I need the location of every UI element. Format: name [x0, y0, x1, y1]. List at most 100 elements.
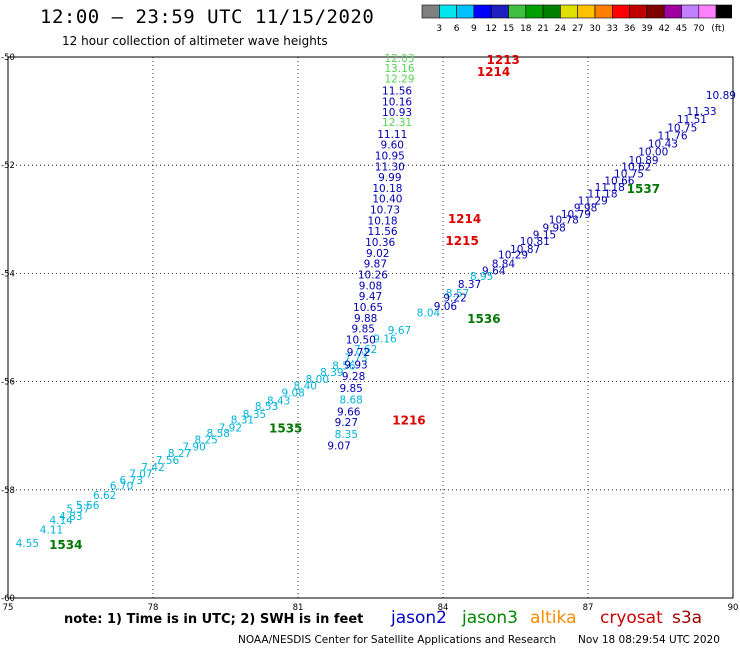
x-tick-label: 90 — [728, 603, 739, 613]
scale-label: 3 — [436, 24, 442, 34]
swh-value: 10.87 — [510, 244, 540, 256]
swh-value: 10.50 — [346, 334, 376, 346]
scale-label: 42 — [658, 24, 669, 34]
swh-value: 10.66 — [604, 175, 634, 187]
swh-value: 10.95 — [375, 150, 405, 162]
pass-time-label: 1537 — [627, 182, 660, 196]
swh-value: 10.73 — [370, 205, 400, 217]
swh-value: 8.68 — [339, 394, 362, 406]
swh-value: 10.81 — [520, 236, 550, 248]
swh-value: 10.00 — [638, 147, 668, 159]
swh-value: 9.88 — [354, 313, 377, 325]
swh-value: 12.31 — [382, 117, 412, 129]
swh-value: 8.27 — [168, 448, 191, 460]
swh-value: 10.93 — [382, 107, 412, 119]
swh-value: 8.58 — [207, 428, 230, 440]
swh-value: 11.51 — [677, 114, 707, 126]
swh-value: 8.40 — [294, 380, 317, 392]
swh-value: 5.56 — [76, 500, 100, 512]
swh-value: 4.83 — [59, 511, 82, 523]
swh-value: 9.28 — [342, 371, 365, 383]
y-tick-label: -56 — [1, 378, 15, 388]
swh-value: 8.25 — [194, 434, 217, 446]
scale-label: 6 — [454, 24, 460, 34]
swh-value: 12.29 — [384, 74, 414, 86]
swh-value: 11.30 — [375, 161, 405, 173]
swh-value: 4.11 — [40, 524, 63, 536]
swh-value: 11.18 — [595, 182, 625, 194]
swh-value: 10.40 — [372, 194, 402, 206]
plot-frame — [7, 56, 734, 599]
swh-value: 7.62 — [354, 344, 377, 356]
swh-value: 10.75 — [667, 122, 697, 134]
pass-time-label: 1213 — [487, 53, 520, 67]
x-tick-label: 78 — [148, 603, 159, 613]
swh-value: 10.43 — [648, 139, 678, 151]
y-tick-label: -54 — [1, 269, 15, 279]
swh-value: 9.08 — [359, 280, 382, 292]
swh-value: 9.67 — [388, 325, 411, 337]
swh-value: 10.75 — [614, 168, 644, 180]
swh-value: 9.87 — [364, 259, 387, 271]
swh-value: 7.73 — [344, 352, 367, 364]
legend-s3a: s3a — [672, 608, 703, 628]
swh-value: 9.93 — [344, 359, 367, 371]
swh-value: 10.18 — [368, 215, 398, 227]
swh-value: 9.98 — [542, 222, 565, 234]
swh-value: 9.72 — [347, 347, 370, 359]
swh-value: 11.18 — [587, 188, 617, 200]
swh-value: 8.35 — [335, 429, 358, 441]
swh-value: 9.22 — [443, 293, 466, 305]
legend-jason2: jason2 — [391, 608, 447, 628]
swh-value: 10.29 — [498, 249, 528, 261]
scale-label: 27 — [572, 24, 583, 34]
swh-value: 11.11 — [377, 129, 407, 141]
y-tick-label: -52 — [1, 161, 15, 171]
swh-value: 8.57 — [446, 288, 469, 300]
swh-value: 9.47 — [359, 291, 382, 303]
swh-value: 9.02 — [366, 248, 389, 260]
swh-value: 8.04 — [417, 307, 441, 319]
swh-value: 10.89 — [706, 90, 736, 102]
swh-value: 7.07 — [129, 469, 152, 481]
scale-label: 18 — [520, 24, 532, 34]
pass-time-label: 1214 — [477, 65, 510, 79]
swh-value: 7.56 — [156, 455, 180, 467]
x-tick-label: 75 — [3, 603, 14, 613]
scale-label: 15 — [503, 24, 514, 34]
swh-value: 9.16 — [373, 333, 397, 345]
swh-value: 8.43 — [267, 396, 290, 408]
y-tick-label: -60 — [1, 594, 15, 604]
swh-value: 10.26 — [358, 269, 388, 281]
swh-value: 8.84 — [492, 259, 516, 271]
y-tick-label: -58 — [1, 486, 15, 496]
swh-value: 10.62 — [621, 161, 651, 173]
pass-time-label: 1216 — [392, 413, 425, 427]
chart-title: 12:00 – 23:59 UTC 11/15/2020 — [40, 6, 375, 28]
swh-value: 8.39 — [320, 367, 343, 379]
swh-value: 5.37 — [66, 504, 89, 516]
swh-value: 7.92 — [219, 423, 242, 435]
scale-label: (ft) — [711, 24, 725, 34]
swh-value: 9.08 — [281, 387, 304, 399]
swh-value: 9.85 — [352, 324, 375, 336]
scale-label: 70 — [693, 24, 705, 34]
swh-value: 10.16 — [382, 96, 412, 108]
swh-value: 9.15 — [533, 229, 556, 241]
swh-value: 7.42 — [141, 462, 164, 474]
swh-value: 7.90 — [182, 442, 205, 454]
swh-value: 9.60 — [381, 140, 404, 152]
scale-label: 33 — [607, 24, 618, 34]
pass-time-label: 1534 — [49, 538, 82, 552]
legend-altika: altika — [530, 608, 577, 628]
x-tick-label: 81 — [293, 603, 304, 613]
legend-jason3: jason3 — [462, 608, 518, 628]
scale-swatch — [715, 4, 732, 19]
swh-value: 11.76 — [658, 130, 688, 142]
swh-value: 11.56 — [382, 86, 412, 98]
swh-value: 10.36 — [365, 237, 395, 249]
credit-text: NOAA/NESDIS Center for Satellite Applica… — [238, 634, 556, 646]
swh-value: 8.31 — [231, 414, 254, 426]
